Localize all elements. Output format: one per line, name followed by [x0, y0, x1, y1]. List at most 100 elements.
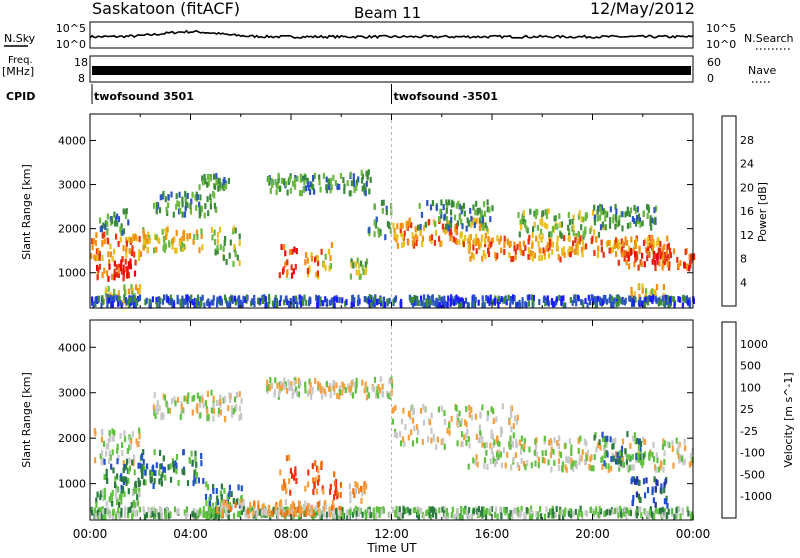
- data-cell: [539, 505, 542, 512]
- data-cell: [205, 481, 208, 488]
- data-cell: [461, 441, 464, 448]
- data-cell: [119, 433, 122, 439]
- data-cell: [114, 513, 118, 520]
- data-cell: [530, 294, 534, 301]
- data-cell: [490, 241, 493, 248]
- data-cell: [275, 298, 278, 305]
- data-cell: [528, 446, 531, 453]
- data-cell: [338, 505, 341, 512]
- data-cell: [551, 249, 554, 255]
- data-cell: [216, 238, 220, 245]
- data-cell: [97, 248, 100, 254]
- data-cell: [506, 238, 509, 245]
- data-cell: [432, 435, 436, 442]
- data-cell: [225, 505, 228, 512]
- data-cell: [509, 240, 512, 247]
- data-cell: [216, 499, 219, 506]
- data-cell: [561, 466, 564, 473]
- data-cell: [186, 192, 189, 199]
- data-cell: [375, 506, 379, 513]
- data-cell: [288, 454, 291, 461]
- data-cell: [446, 510, 449, 517]
- data-cell: [309, 381, 312, 388]
- data-cell: [677, 263, 680, 270]
- data-cell: [283, 512, 286, 519]
- data-cell: [106, 301, 109, 308]
- data-cell: [466, 217, 469, 224]
- data-cell: [429, 204, 433, 211]
- data-cell: [220, 299, 223, 306]
- data-cell: [322, 172, 325, 179]
- data-cell: [132, 500, 135, 507]
- data-cell: [350, 180, 353, 187]
- data-cell: [487, 251, 491, 257]
- data-cell: [563, 252, 566, 258]
- data-cell: [610, 295, 614, 302]
- data-cell: [320, 387, 323, 394]
- data-cell: [690, 511, 693, 518]
- data-cell: [472, 219, 475, 226]
- data-cell: [478, 207, 481, 214]
- data-cell: [356, 506, 359, 513]
- data-cell: [543, 222, 547, 229]
- colorbar-tick-label: 28: [740, 134, 754, 147]
- data-cell: [597, 231, 601, 238]
- data-cell: [435, 512, 438, 519]
- data-cell: [409, 508, 412, 515]
- data-cell: [373, 203, 376, 210]
- data-cell: [193, 234, 196, 240]
- data-cell: [244, 509, 247, 516]
- colorbar-tick-label: -100: [740, 447, 765, 460]
- data-cell: [456, 514, 459, 521]
- data-cell: [535, 235, 538, 242]
- data-cell: [548, 244, 551, 251]
- data-cell: [240, 301, 243, 308]
- data-cell: [212, 295, 215, 302]
- data-cell: [475, 233, 478, 240]
- data-cell: [655, 205, 658, 212]
- data-cell: [184, 298, 187, 305]
- data-cell: [481, 441, 484, 448]
- data-cell: [443, 213, 447, 220]
- data-cell: [365, 180, 368, 187]
- data-cell: [219, 501, 222, 508]
- data-cell: [266, 385, 269, 392]
- data-cell: [336, 183, 339, 190]
- data-cell: [278, 186, 281, 192]
- data-cell: [434, 221, 437, 228]
- data-cell: [421, 439, 424, 445]
- data-cell: [624, 448, 627, 455]
- data-cell: [494, 461, 497, 467]
- data-cell: [593, 204, 596, 211]
- data-cell: [214, 183, 217, 190]
- data-cell: [527, 300, 531, 307]
- data-cell: [118, 263, 121, 270]
- data-cell: [209, 193, 212, 200]
- data-cell: [201, 294, 204, 301]
- data-cell: [320, 460, 323, 467]
- data-cell: [104, 220, 107, 227]
- data-cell: [521, 302, 524, 309]
- data-cell: [590, 294, 593, 301]
- data-cell: [111, 428, 114, 435]
- data-cell: [562, 246, 565, 253]
- data-cell: [501, 403, 504, 410]
- x-tick-label: 00:00: [73, 527, 108, 541]
- data-cell: [143, 465, 146, 472]
- data-cell: [166, 296, 169, 303]
- data-cell: [276, 382, 279, 389]
- data-cell: [155, 508, 159, 515]
- data-cell: [401, 242, 404, 249]
- data-cell: [192, 480, 195, 487]
- data-cell: [450, 512, 453, 519]
- data-cell: [173, 396, 176, 403]
- data-cell: [543, 249, 546, 256]
- data-cell: [477, 239, 480, 246]
- data-cell: [460, 431, 464, 438]
- data-cell: [213, 508, 216, 515]
- data-cell: [393, 296, 397, 303]
- data-cell: [329, 392, 332, 399]
- data-cell: [561, 247, 564, 254]
- x-tick-label: 00:00: [676, 527, 711, 541]
